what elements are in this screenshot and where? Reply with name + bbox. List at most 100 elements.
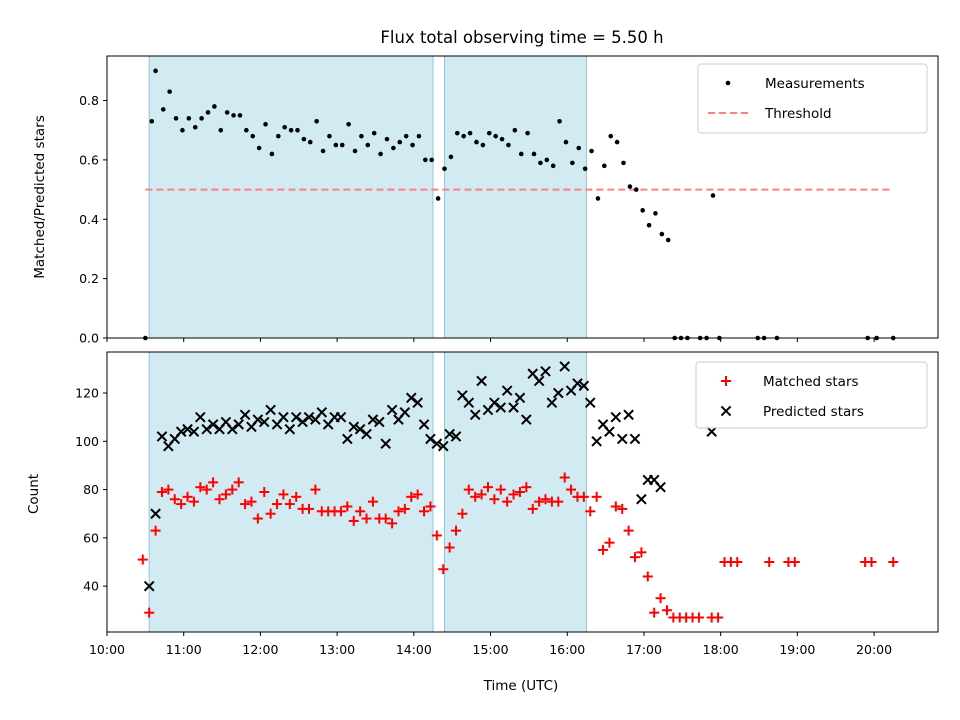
data-point (653, 211, 658, 216)
legend-label: Threshold (764, 106, 832, 122)
x-axis-label: Time (UTC) (483, 678, 559, 694)
data-point (508, 489, 519, 500)
data-point (173, 116, 179, 121)
data-point (244, 127, 249, 133)
data-point (380, 513, 391, 524)
data-point (246, 496, 257, 507)
data-point (143, 580, 155, 592)
marker-stroke (150, 508, 161, 520)
data-point (239, 409, 251, 421)
marker-stroke (143, 580, 155, 592)
marker-stroke (636, 493, 647, 505)
legend-box (695, 361, 928, 429)
data-point (493, 133, 498, 139)
marker-stroke (584, 397, 596, 408)
data-point (188, 496, 199, 507)
x-tick-label: 14:00 (396, 642, 432, 657)
data-point (393, 506, 404, 517)
data-point (486, 130, 492, 136)
data-point (201, 484, 212, 495)
legend-label: Matched stars (763, 374, 859, 390)
data-point (169, 494, 180, 505)
data-point (399, 503, 410, 514)
y-tick-label: 0.8 (79, 93, 99, 108)
y-tick-label: 0.0 (79, 331, 99, 346)
marker-stroke (540, 366, 551, 377)
marker-stroke (720, 405, 732, 417)
data-point (578, 491, 589, 502)
data-point (450, 431, 462, 442)
data-point (291, 491, 302, 502)
data-point (764, 557, 775, 567)
data-point (224, 110, 230, 115)
x-tick-label: 20:00 (856, 642, 892, 657)
marker-stroke (226, 423, 238, 435)
data-point (220, 489, 231, 500)
data-point (563, 139, 569, 145)
x-tick-label: 13:00 (319, 642, 355, 657)
data-point (525, 130, 530, 136)
axes-frame (106, 351, 939, 633)
data-point (540, 366, 551, 377)
data-point (290, 411, 302, 423)
series-measurements (143, 68, 896, 341)
y-tick-label: 100 (75, 434, 99, 449)
data-point (367, 414, 379, 425)
data-point (233, 419, 244, 430)
data-point (480, 142, 486, 148)
data-point (655, 593, 666, 604)
marker-stroke (195, 411, 206, 423)
data-point (175, 426, 187, 437)
data-point (608, 133, 614, 139)
data-point (789, 557, 800, 567)
marker-stroke (463, 397, 475, 408)
data-point (276, 133, 281, 139)
marker-stroke (616, 433, 628, 445)
legend-box (697, 63, 928, 134)
x-tick-label: 10:00 (89, 642, 125, 657)
y-tick-label: 0.6 (79, 152, 99, 167)
marker-stroke (386, 404, 398, 416)
data-point (527, 503, 538, 514)
marker-stroke (437, 440, 449, 452)
axes-frame (106, 55, 939, 339)
data-point (361, 513, 372, 524)
plot-layer: 0.0 0.2 0.4 0.6 0.8 Measurements Threshold 40 60… (75, 55, 939, 657)
data-point (512, 127, 518, 133)
data-point (888, 557, 899, 567)
data-point (710, 193, 716, 198)
data-point (282, 124, 288, 130)
data-point (150, 508, 161, 520)
marker-stroke (450, 431, 462, 442)
data-point (156, 431, 168, 442)
data-point (380, 438, 392, 450)
data-point (661, 605, 672, 616)
data-point (416, 133, 422, 139)
legend-label: Measurements (765, 76, 865, 92)
marker-stroke (348, 421, 360, 433)
data-point (412, 397, 423, 408)
data-point (591, 436, 602, 447)
legend-marker (720, 405, 732, 417)
marker-stroke (533, 375, 545, 387)
data-point (316, 407, 328, 418)
marker-stroke (284, 423, 296, 435)
marker-stroke (335, 411, 347, 423)
data-point (278, 489, 289, 500)
data-point (633, 187, 639, 192)
data-point (538, 160, 543, 166)
data-point (256, 145, 262, 151)
data-point (616, 433, 628, 445)
marker-stroke (655, 481, 666, 493)
data-point (387, 518, 398, 529)
marker-stroke (188, 426, 200, 437)
data-point (258, 416, 270, 428)
marker-stroke (552, 387, 564, 399)
data-point (348, 421, 360, 433)
data-point (649, 607, 660, 618)
data-point (386, 404, 398, 416)
data-point (335, 506, 346, 517)
data-point (406, 491, 417, 502)
series-predicted-stars (143, 361, 718, 592)
data-point (431, 530, 442, 541)
